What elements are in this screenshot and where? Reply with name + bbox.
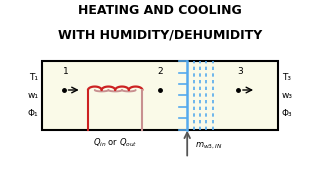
Text: Φ₁: Φ₁ — [28, 109, 38, 118]
Text: $Q_{in}$ or $Q_{out}$: $Q_{in}$ or $Q_{out}$ — [93, 137, 137, 149]
Text: w₃: w₃ — [282, 91, 292, 100]
Text: 1: 1 — [63, 67, 68, 76]
Text: 2: 2 — [157, 67, 163, 76]
Text: WITH HUMIDITY/DEHUMIDITY: WITH HUMIDITY/DEHUMIDITY — [58, 29, 262, 42]
Text: HEATING AND COOLING: HEATING AND COOLING — [78, 4, 242, 17]
Text: T₃: T₃ — [282, 73, 291, 82]
Text: w₁: w₁ — [28, 91, 38, 100]
Text: T₁: T₁ — [29, 73, 38, 82]
Text: $m_{w3,IN}$: $m_{w3,IN}$ — [195, 141, 223, 151]
Text: 3: 3 — [237, 67, 243, 76]
Bar — [42, 61, 278, 130]
Text: Φ₃: Φ₃ — [282, 109, 292, 118]
